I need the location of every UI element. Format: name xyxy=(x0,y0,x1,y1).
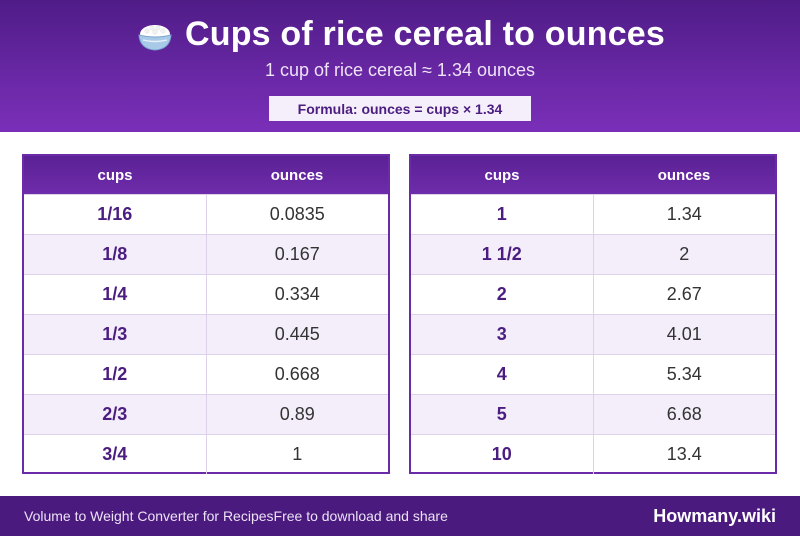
cups-cell: 2 xyxy=(411,275,594,314)
ounces-cell: 0.668 xyxy=(274,364,320,384)
table-row: 1/8 0.167 xyxy=(24,234,388,274)
table-row: 2/3 0.89 xyxy=(24,394,388,434)
ounces-cell: 0.167 xyxy=(274,244,320,264)
cups-cell: 1 1/2 xyxy=(411,235,594,274)
cups-cell: 1/4 xyxy=(24,275,207,314)
cups-cell: 3/4 xyxy=(24,435,207,474)
column-header-ounces: ounces xyxy=(270,166,324,184)
table-row: 1 1.34 xyxy=(411,194,775,234)
table-row: 1 1/2 2 xyxy=(411,234,775,274)
table-row: 1/16 0.0835 xyxy=(24,194,388,234)
cups-cell: 3 xyxy=(411,315,594,354)
ounces-cell: 6.68 xyxy=(666,404,702,424)
table-row: 1/3 0.445 xyxy=(24,314,388,354)
ounces-cell: 0.0835 xyxy=(269,204,325,224)
cups-cell: 1/2 xyxy=(24,355,207,394)
page-title: Cups of rice cereal to ounces xyxy=(184,14,666,53)
column-header-cups: cups xyxy=(97,166,133,184)
table-header: cups ounces xyxy=(411,156,775,194)
ounces-cell: 1 xyxy=(292,444,303,464)
table-row: 10 13.4 xyxy=(411,434,775,474)
header-banner: Cups of rice cereal to ounces 1 cup of r… xyxy=(0,0,800,132)
brand-logo-text[interactable]: Howmany.wiki xyxy=(653,505,776,526)
cups-cell: 4 xyxy=(411,355,594,394)
table-row: 2 2.67 xyxy=(411,274,775,314)
footer-tagline-share: Free to download and share xyxy=(273,508,448,524)
rice-bowl-icon xyxy=(138,25,172,51)
conversion-table-right: cups ounces 1 1.34 1 1/2 2 2 2.67 3 4.01… xyxy=(409,154,777,474)
table-row: 3/4 1 xyxy=(24,434,388,474)
table-row: 1/4 0.334 xyxy=(24,274,388,314)
ounces-cell: 0.445 xyxy=(274,324,320,344)
table-header: cups ounces xyxy=(24,156,388,194)
ounces-cell: 5.34 xyxy=(666,364,702,384)
cups-cell: 10 xyxy=(411,435,594,474)
ounces-cell: 0.89 xyxy=(279,404,315,424)
ounces-cell: 2.67 xyxy=(666,284,702,304)
column-header-ounces: ounces xyxy=(657,166,711,184)
table-row: 4 5.34 xyxy=(411,354,775,394)
title-row: Cups of rice cereal to ounces xyxy=(0,12,800,56)
conversion-table-left: cups ounces 1/16 0.0835 1/8 0.167 1/4 0.… xyxy=(22,154,390,474)
column-header-cups: cups xyxy=(484,166,520,184)
cups-cell: 5 xyxy=(411,395,594,434)
cups-cell: 2/3 xyxy=(24,395,207,434)
formula-badge: Formula: ounces = cups × 1.34 xyxy=(269,96,531,121)
ounces-cell: 0.334 xyxy=(274,284,320,304)
page-subtitle: 1 cup of rice cereal ≈ 1.34 ounces xyxy=(264,60,536,80)
footer-tagline: Volume to Weight Converter for Recipes Fr… xyxy=(24,496,448,536)
ounces-cell: 1.34 xyxy=(666,204,702,224)
table-row: 3 4.01 xyxy=(411,314,775,354)
cups-cell: 1/8 xyxy=(24,235,207,274)
table-row: 5 6.68 xyxy=(411,394,775,434)
footer-bar: Volume to Weight Converter for Recipes Fr… xyxy=(0,496,800,536)
cups-cell: 1 xyxy=(411,195,594,234)
ounces-cell: 4.01 xyxy=(666,324,702,344)
cups-cell: 1/16 xyxy=(24,195,207,234)
footer-tagline-text: Volume to Weight Converter for Recipes xyxy=(24,508,274,524)
ounces-cell: 2 xyxy=(679,244,690,264)
ounces-cell: 13.4 xyxy=(666,444,702,464)
table-row: 1/2 0.668 xyxy=(24,354,388,394)
cups-cell: 1/3 xyxy=(24,315,207,354)
